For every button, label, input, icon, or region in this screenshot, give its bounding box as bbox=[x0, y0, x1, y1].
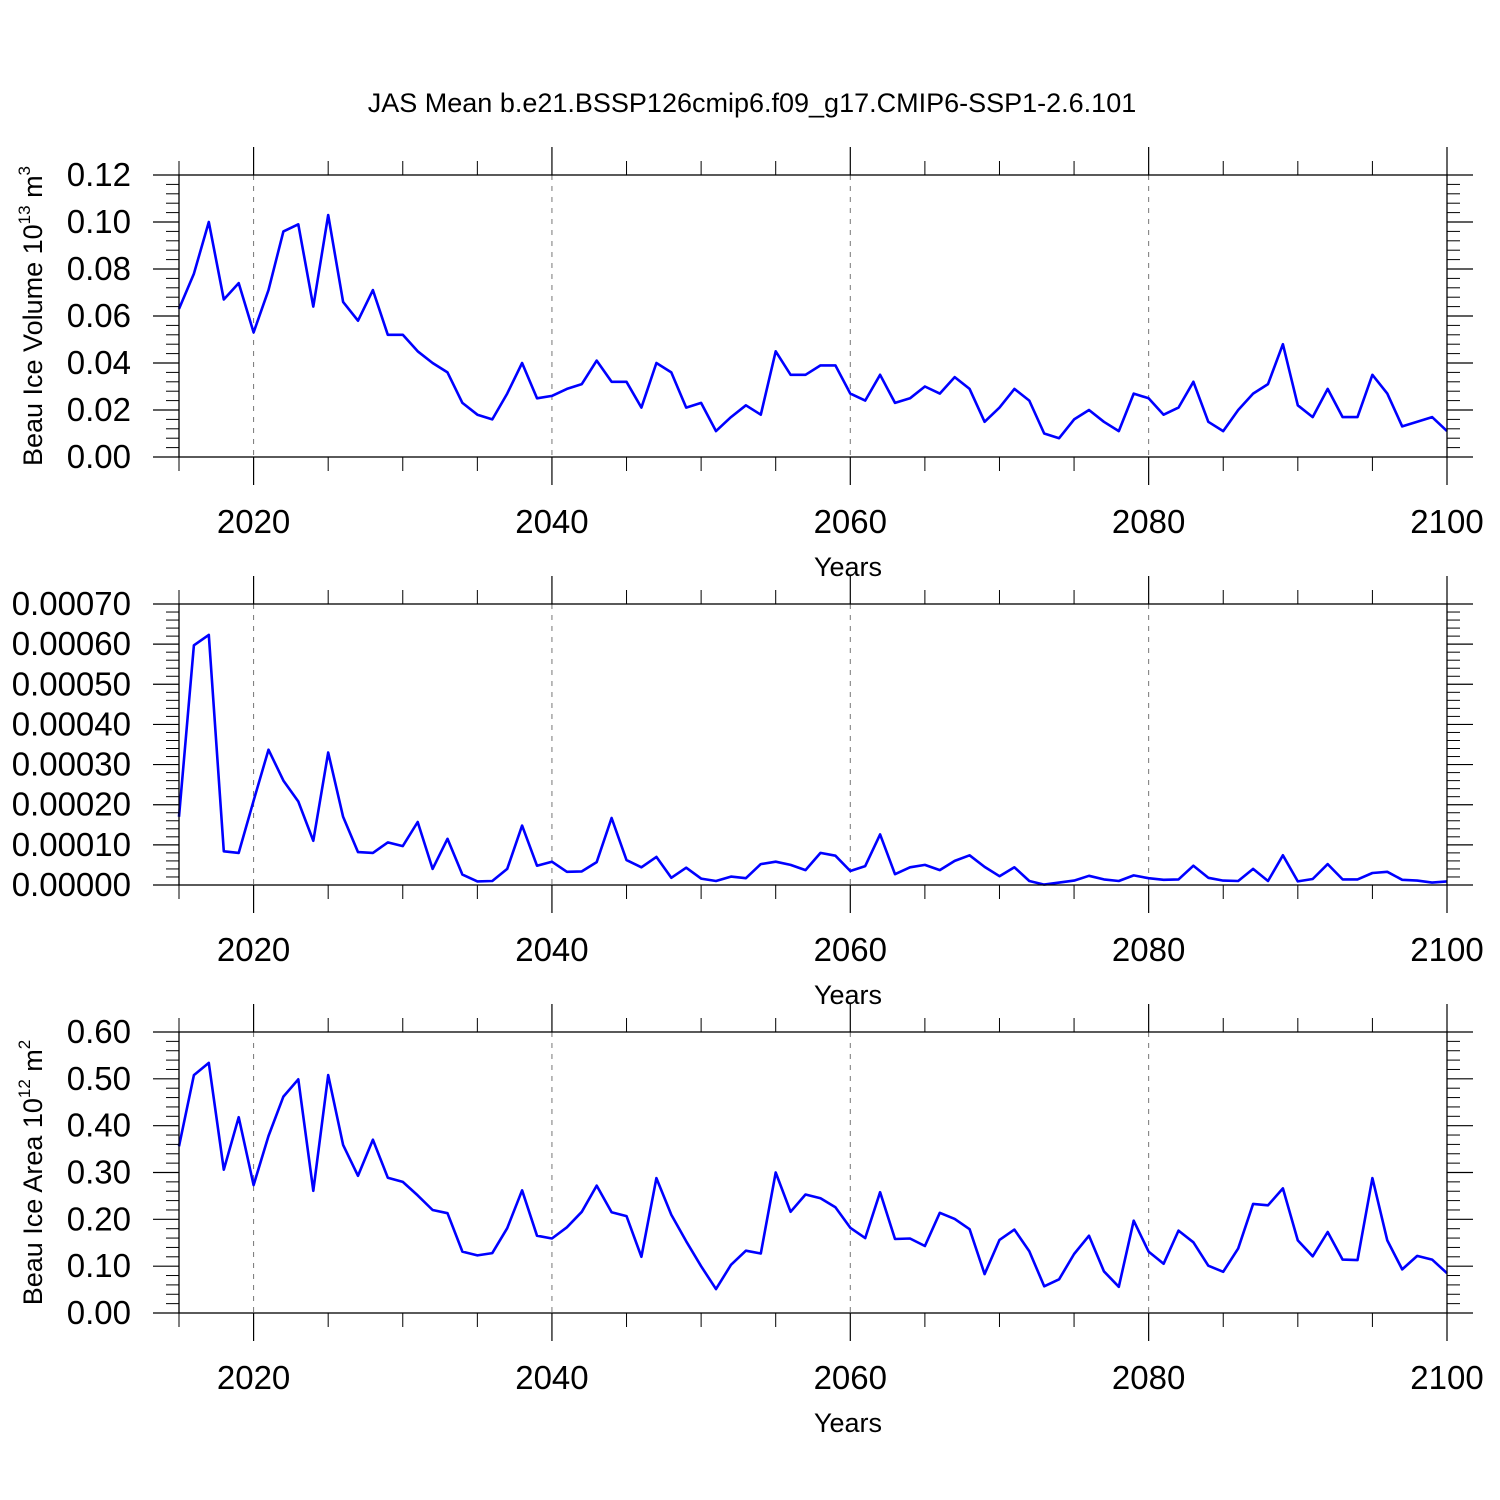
y-tick-label: 0.00 bbox=[67, 438, 131, 475]
y-axis-label: Beau Ice Area 1012 m2 bbox=[15, 1040, 48, 1306]
y-tick-label: 0.10 bbox=[67, 203, 131, 240]
y-axis-label-text: Beau Ice Volume 10 bbox=[18, 224, 48, 466]
x-tick-label: 2020 bbox=[217, 931, 290, 968]
series-line bbox=[177, 633, 1448, 886]
x-tick-label: 2060 bbox=[814, 931, 887, 968]
x-tick-label: 2020 bbox=[217, 1359, 290, 1396]
x-tick-label: 2100 bbox=[1410, 503, 1483, 540]
y-axis-label-unit: m bbox=[18, 175, 48, 205]
plot-frame bbox=[178, 174, 1448, 458]
y-axis-label-exponent: 12 bbox=[15, 1079, 34, 1098]
y-tick-label: 0.02 bbox=[67, 391, 131, 428]
x-tick-label: 2080 bbox=[1112, 1359, 1185, 1396]
y-tick-label: 0.04 bbox=[67, 344, 131, 381]
chart-panel-second: 0.000000.000100.000200.000300.000400.000… bbox=[12, 576, 1484, 1010]
chart-panel-volume: 0.00 0.02 0.04 0.06 0.08 0.10 0.12 2020 2040 2060… bbox=[15, 147, 1484, 582]
series-line bbox=[177, 1061, 1448, 1291]
y-axis-label-unit: m bbox=[18, 1049, 48, 1079]
x-tick-label: 2080 bbox=[1112, 931, 1185, 968]
x-tick-label: 2020 bbox=[217, 503, 290, 540]
y-tick-label: 0.00050 bbox=[12, 665, 131, 702]
y-axis-label: Beau Ice Volume 1013 m3 bbox=[15, 166, 48, 466]
y-tick-label: 0.00070 bbox=[12, 585, 131, 622]
chart-panel-area: 0.00 0.10 0.20 0.30 0.40 0.50 0.60 2020 2040 2060… bbox=[15, 1004, 1484, 1438]
x-axis-label: Years bbox=[814, 980, 882, 1010]
y-axis-label-text: Beau Ice Area 10 bbox=[18, 1098, 48, 1305]
x-tick-label: 2080 bbox=[1112, 503, 1185, 540]
y-tick-label: 0.40 bbox=[67, 1107, 131, 1144]
figure-title: JAS Mean b.e21.BSSP126cmip6.f09_g17.CMIP… bbox=[368, 88, 1136, 118]
y-axis-label-exponent: 13 bbox=[15, 205, 34, 224]
x-tick-label: 2040 bbox=[515, 503, 588, 540]
y-tick-label: 0.08 bbox=[67, 250, 131, 287]
y-tick-label: 0.20 bbox=[67, 1200, 131, 1237]
y-tick-label: 0.12 bbox=[67, 156, 131, 193]
y-tick-label: 0.50 bbox=[67, 1060, 131, 1097]
x-tick-label: 2100 bbox=[1410, 931, 1483, 968]
x-tick-label: 2100 bbox=[1410, 1359, 1483, 1396]
x-tick-label: 2060 bbox=[814, 503, 887, 540]
x-tick-label: 2040 bbox=[515, 1359, 588, 1396]
plot-frame bbox=[178, 1031, 1448, 1314]
x-axis-label: Years bbox=[814, 1408, 882, 1438]
y-tick-label: 0.00040 bbox=[12, 705, 131, 742]
y-tick-label: 0.00 bbox=[67, 1294, 131, 1331]
y-tick-label: 0.00000 bbox=[12, 866, 131, 903]
plot-frame bbox=[178, 603, 1448, 886]
y-tick-label: 0.00030 bbox=[12, 746, 131, 783]
y-tick-label: 0.00010 bbox=[12, 826, 131, 863]
x-tick-label: 2040 bbox=[515, 931, 588, 968]
y-axis-label-unit-exponent: 2 bbox=[15, 1040, 34, 1049]
y-tick-label: 0.30 bbox=[67, 1154, 131, 1191]
x-axis-label: Years bbox=[814, 552, 882, 582]
y-axis-label-unit-exponent: 3 bbox=[15, 166, 34, 175]
x-tick-label: 2060 bbox=[814, 1359, 887, 1396]
y-tick-label: 0.60 bbox=[67, 1013, 131, 1050]
y-tick-label: 0.10 bbox=[67, 1247, 131, 1284]
series-line bbox=[177, 213, 1448, 440]
y-tick-label: 0.06 bbox=[67, 297, 131, 334]
y-tick-label: 0.00060 bbox=[12, 625, 131, 662]
y-tick-label: 0.00020 bbox=[12, 786, 131, 823]
